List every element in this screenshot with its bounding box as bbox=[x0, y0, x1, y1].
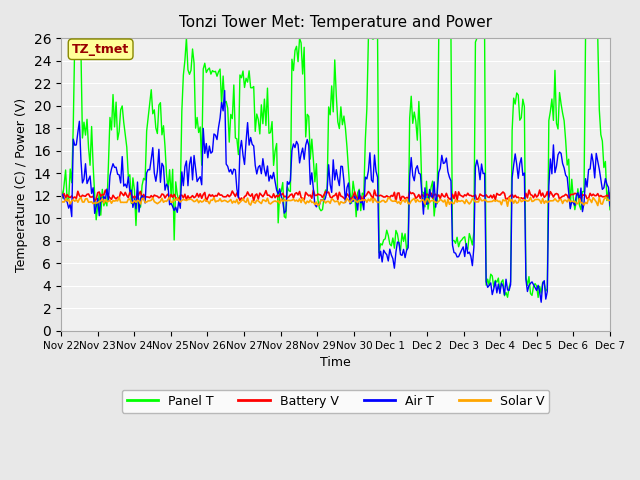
Panel T bbox=[126, 172, 134, 178]
Panel T bbox=[57, 184, 65, 190]
Solar V bbox=[299, 195, 307, 201]
Solar V bbox=[124, 196, 132, 202]
Solar V bbox=[504, 204, 511, 209]
Air T bbox=[241, 162, 248, 168]
Panel T bbox=[579, 189, 586, 194]
Solar V bbox=[57, 200, 65, 206]
Line: Battery V: Battery V bbox=[61, 190, 610, 201]
Panel T bbox=[241, 84, 248, 90]
Air T bbox=[579, 209, 586, 215]
Solar V bbox=[579, 200, 586, 206]
Air T bbox=[222, 161, 230, 167]
Panel T bbox=[606, 207, 614, 213]
Battery V bbox=[57, 195, 65, 201]
Text: TZ_tmet: TZ_tmet bbox=[72, 43, 129, 56]
X-axis label: Time: Time bbox=[320, 356, 351, 369]
Air T bbox=[57, 191, 65, 196]
Line: Solar V: Solar V bbox=[61, 197, 610, 206]
Solar V bbox=[222, 198, 230, 204]
Air T bbox=[299, 145, 307, 151]
Battery V bbox=[579, 192, 586, 198]
Panel T bbox=[71, 35, 79, 41]
Panel T bbox=[222, 98, 230, 104]
Y-axis label: Temperature (C) / Power (V): Temperature (C) / Power (V) bbox=[15, 97, 28, 272]
Solar V bbox=[166, 194, 173, 200]
Panel T bbox=[299, 71, 307, 77]
Air T bbox=[538, 300, 545, 305]
Battery V bbox=[126, 190, 134, 195]
Battery V bbox=[250, 198, 257, 204]
Battery V bbox=[102, 187, 109, 193]
Battery V bbox=[222, 194, 230, 200]
Air T bbox=[606, 203, 614, 209]
Air T bbox=[124, 174, 132, 180]
Line: Panel T: Panel T bbox=[61, 38, 610, 298]
Solar V bbox=[241, 199, 248, 204]
Battery V bbox=[241, 193, 248, 199]
Panel T bbox=[250, 84, 257, 89]
Battery V bbox=[299, 196, 307, 202]
Air T bbox=[221, 88, 228, 94]
Line: Air T: Air T bbox=[61, 91, 610, 302]
Legend: Panel T, Battery V, Air T, Solar V: Panel T, Battery V, Air T, Solar V bbox=[122, 390, 550, 413]
Title: Tonzi Tower Met: Temperature and Power: Tonzi Tower Met: Temperature and Power bbox=[179, 15, 492, 30]
Solar V bbox=[606, 197, 614, 203]
Air T bbox=[250, 143, 257, 149]
Battery V bbox=[606, 190, 614, 196]
Battery V bbox=[358, 198, 366, 204]
Solar V bbox=[250, 199, 257, 205]
Panel T bbox=[534, 295, 542, 300]
